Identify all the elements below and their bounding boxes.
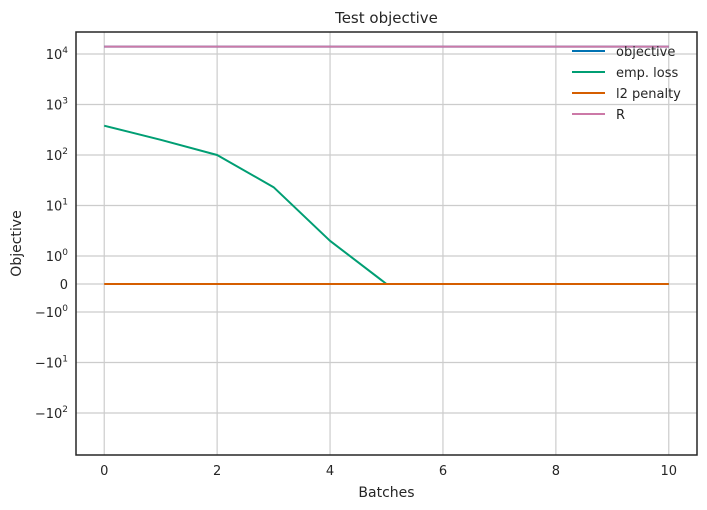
plot-frame (75, 31, 698, 456)
x-tick-label: 0 (100, 464, 108, 479)
x-tick-label: 8 (552, 464, 560, 479)
x-tick-label: 2 (213, 464, 221, 479)
y-tick-label: −102 (35, 405, 68, 422)
y-tick-label: −101 (35, 355, 68, 372)
y-tick-label: 0 (60, 278, 68, 293)
series-lines (103, 45, 669, 285)
y-tick-label: 104 (46, 46, 69, 63)
x-tick-label: 6 (439, 464, 447, 479)
series-line-emp-loss (103, 124, 669, 285)
y-ticks: 104 103 102 101 100 0 −100 −101 −102 (35, 46, 68, 422)
legend: objective emp. loss l2 penalty R (572, 45, 681, 123)
legend-label: emp. loss (616, 66, 679, 81)
y-axis-label: Objective (9, 210, 25, 276)
chart-title: Test objective (334, 9, 438, 27)
legend-label: objective (616, 45, 675, 60)
y-tick-label: 103 (46, 97, 68, 114)
y-tick-label: 101 (46, 198, 68, 215)
x-axis-label: Batches (358, 485, 414, 501)
legend-label: R (616, 108, 625, 123)
y-tick-label: 102 (46, 147, 68, 164)
y-tick-label: 100 (46, 248, 69, 265)
grid (76, 32, 697, 455)
y-tick-label: −100 (35, 304, 68, 321)
legend-label: l2 penalty (616, 87, 681, 102)
x-tick-label: 4 (326, 464, 334, 479)
x-tick-label: 10 (660, 464, 677, 479)
x-ticks: 0 2 4 6 8 10 (100, 464, 677, 479)
